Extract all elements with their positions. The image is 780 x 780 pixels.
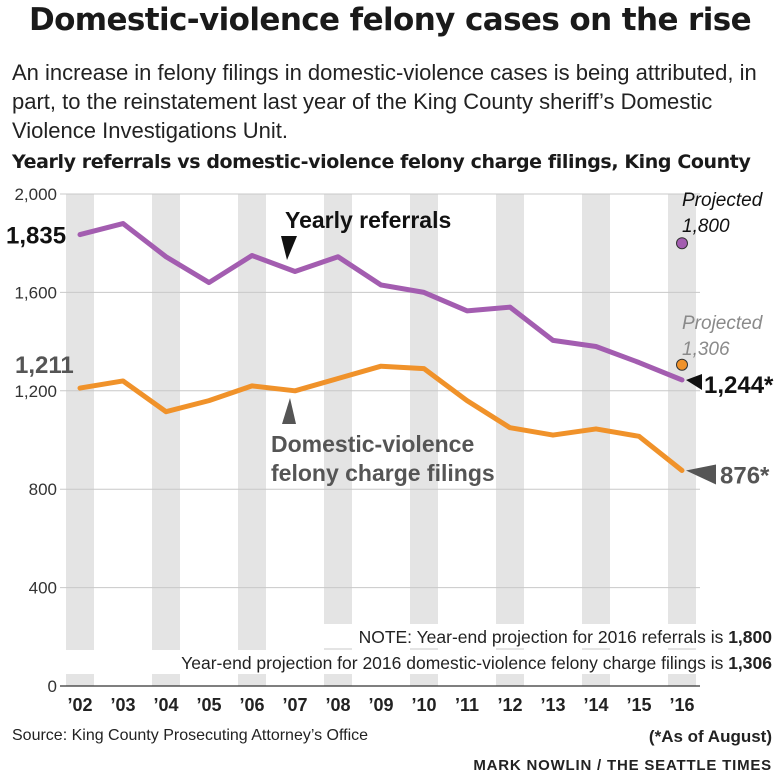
y-tick-label: 400 (29, 579, 57, 598)
x-tick-label: ’07 (282, 695, 307, 715)
note-line-2: Year-end projection for 2016 domestic-vi… (181, 653, 772, 673)
referrals-start-label: 1,835 (6, 223, 66, 250)
referrals-end-arrow (686, 373, 702, 390)
credit-line: MARK NOWLIN / THE SEATTLE TIMES (473, 757, 772, 774)
referrals-projection-title: Projected (682, 190, 764, 211)
note-background-1 (282, 624, 776, 648)
column-bands (66, 194, 696, 686)
projection-note: NOTE: Year-end projection for 2016 refer… (66, 624, 776, 674)
column-band (582, 194, 610, 686)
note-line-1: NOTE: Year-end projection for 2016 refer… (359, 627, 773, 647)
chart-title: Domestic-violence felony cases on the ri… (28, 2, 752, 38)
note-line-1-value: 1,800 (728, 627, 772, 647)
x-tick-label: ’13 (540, 695, 565, 715)
filings-end-arrow (686, 464, 716, 485)
column-band (324, 194, 352, 686)
referrals-series-name: Yearly referrals (285, 207, 451, 233)
referrals-pointer (281, 236, 297, 260)
as-of-note: (*As of August) (648, 727, 772, 746)
note-line-2-value: 1,306 (728, 653, 772, 673)
y-tick-label: 2,000 (14, 185, 57, 204)
x-tick-label: ’02 (67, 695, 92, 715)
column-band (152, 194, 180, 686)
referrals-series-line (77, 221, 685, 383)
note-line-1-text: NOTE: Year-end projection for 2016 refer… (359, 627, 729, 647)
note-line-2-text: Year-end projection for 2016 domestic-vi… (181, 653, 728, 673)
column-band (238, 194, 266, 686)
filings-pointer (282, 398, 296, 424)
x-tick-label: ’14 (583, 695, 608, 715)
note-background-2 (66, 650, 776, 674)
referrals-end-label: 1,244* (704, 372, 774, 399)
column-band (410, 194, 438, 686)
filings-series-line (77, 363, 685, 474)
y-tick-label: 1,200 (14, 382, 57, 401)
intro-text: An increase in felony filings in domesti… (12, 60, 757, 143)
column-band (496, 194, 524, 686)
chart-subtitle: Yearly referrals vs domestic-violence fe… (12, 151, 751, 173)
x-tick-label: ’08 (325, 695, 350, 715)
filings-series-name-line2: felony charge filings (271, 460, 495, 486)
x-tick-label: ’16 (669, 695, 694, 715)
source-note: Source: King County Prosecuting Attorney… (12, 727, 369, 744)
x-tick-label: ’06 (239, 695, 264, 715)
x-tick-label: ’10 (411, 695, 436, 715)
x-tick-label: ’11 (455, 695, 479, 715)
filings-end-label: 876* (720, 463, 770, 490)
y-tick-label: 800 (29, 480, 57, 499)
x-tick-label: ’09 (368, 695, 393, 715)
filings-series-name-line1: Domestic-violence (271, 431, 474, 457)
column-band (668, 194, 696, 686)
x-axis: ’02 ’03 ’04 ’05 ’06 ’07 ’08 ’09 ’10 ’11 ’12 ’13 ’14 ’… (60, 685, 700, 715)
filings-projection-label: 1,306 (682, 339, 730, 360)
series-labels: 1,835 1,211 Yearly referrals Domestic-viole… (6, 190, 774, 490)
x-tick-label: ’12 (497, 695, 522, 715)
x-tick-label: ’05 (196, 695, 221, 715)
filings-projection-dot (676, 358, 688, 371)
y-tick-label: 0 (48, 677, 57, 696)
y-tick-label: 1,600 (14, 283, 57, 302)
series-lines (77, 221, 688, 474)
x-tick-label: ’04 (153, 695, 178, 715)
column-band (66, 194, 94, 686)
x-tick-label: ’03 (110, 695, 135, 715)
filings-start-label: 1,211 (15, 352, 74, 379)
referrals-projection-label: 1,800 (682, 216, 730, 237)
referrals-projection-dot (676, 237, 688, 250)
x-tick-label: ’15 (626, 695, 651, 715)
filings-projection-title: Projected (682, 313, 764, 334)
